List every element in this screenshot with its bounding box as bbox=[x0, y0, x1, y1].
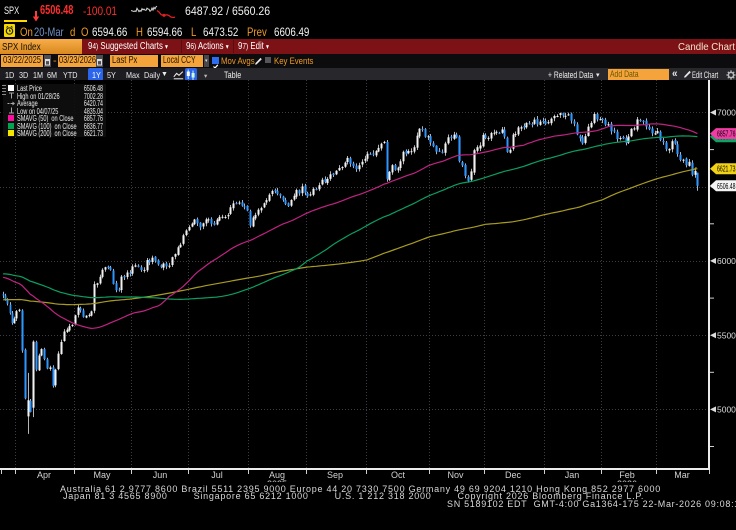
svg-text:6621.73: 6621.73 bbox=[717, 165, 736, 174]
svg-text:May: May bbox=[93, 470, 111, 480]
svg-text:7000: 7000 bbox=[717, 108, 736, 118]
svg-text:Mar: Mar bbox=[674, 470, 690, 480]
svg-text:Jan: Jan bbox=[565, 470, 580, 480]
svg-text:Dec: Dec bbox=[505, 470, 522, 480]
svg-text:Nov: Nov bbox=[447, 470, 464, 480]
svg-text:6857.76: 6857.76 bbox=[717, 130, 736, 139]
svg-text:Oct: Oct bbox=[391, 470, 406, 480]
svg-text:Aug: Aug bbox=[269, 470, 285, 480]
svg-text:Sep: Sep bbox=[327, 470, 343, 480]
svg-text:2026: 2026 bbox=[617, 479, 637, 482]
svg-text:5000: 5000 bbox=[717, 405, 736, 415]
svg-text:Feb: Feb bbox=[619, 470, 635, 480]
svg-text:6000: 6000 bbox=[717, 256, 736, 266]
svg-text:Jun: Jun bbox=[153, 470, 168, 480]
svg-text:Apr: Apr bbox=[37, 470, 51, 480]
svg-text:6506.48: 6506.48 bbox=[717, 182, 736, 191]
svg-text:Jul: Jul bbox=[211, 470, 223, 480]
svg-text:2025: 2025 bbox=[267, 479, 287, 482]
svg-text:5500: 5500 bbox=[717, 330, 736, 340]
